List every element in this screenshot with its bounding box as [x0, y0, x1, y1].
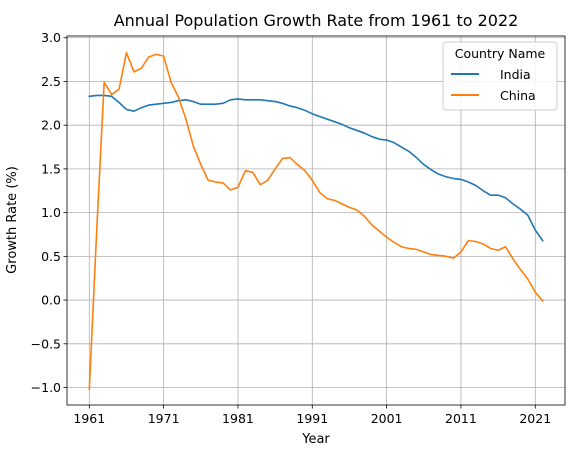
chart-title: Annual Population Growth Rate from 1961 …	[114, 11, 519, 30]
y-tick-label: 2.0	[41, 118, 61, 133]
series-line-india	[88, 94, 544, 242]
y-tick-label: 2.5	[41, 74, 61, 89]
x-tick-label: 1981	[222, 411, 254, 426]
y-tick-label: 3.0	[41, 30, 61, 45]
grid-lines	[67, 36, 565, 405]
legend-label-china: China	[500, 88, 536, 103]
series-layer	[88, 51, 544, 391]
y-tick-label: −1.0	[31, 380, 61, 395]
y-tick-label: 1.5	[41, 161, 61, 176]
x-tick-label: 1991	[296, 411, 328, 426]
x-axis-label: Year	[301, 432, 330, 447]
x-tick-label: 1961	[73, 411, 105, 426]
y-tick-label: 1.0	[41, 205, 61, 220]
y-tick-label: 0.5	[41, 249, 61, 264]
legend-label-india: India	[500, 67, 531, 82]
y-axis-label: Growth Rate (%)	[5, 166, 20, 274]
y-axis: −1.0 −0.5 0.0 0.5 1.0 1.5 2.0 2.5 3.0	[31, 30, 67, 395]
plot-frame	[66, 35, 566, 406]
legend: Country Name India China	[442, 41, 558, 111]
y-tick-label: −0.5	[31, 336, 61, 351]
y-tick-label: 0.0	[41, 293, 61, 308]
legend-box	[442, 41, 558, 111]
x-tick-label: 1971	[148, 411, 180, 426]
x-tick-label: 2011	[445, 411, 477, 426]
x-axis: 1961 1971 1981 1991 2001 2011 2021	[73, 405, 551, 426]
x-tick-label: 2001	[371, 411, 403, 426]
legend-title: Country Name	[455, 46, 546, 61]
series-line-china	[88, 51, 544, 391]
x-tick-label: 2021	[519, 411, 551, 426]
